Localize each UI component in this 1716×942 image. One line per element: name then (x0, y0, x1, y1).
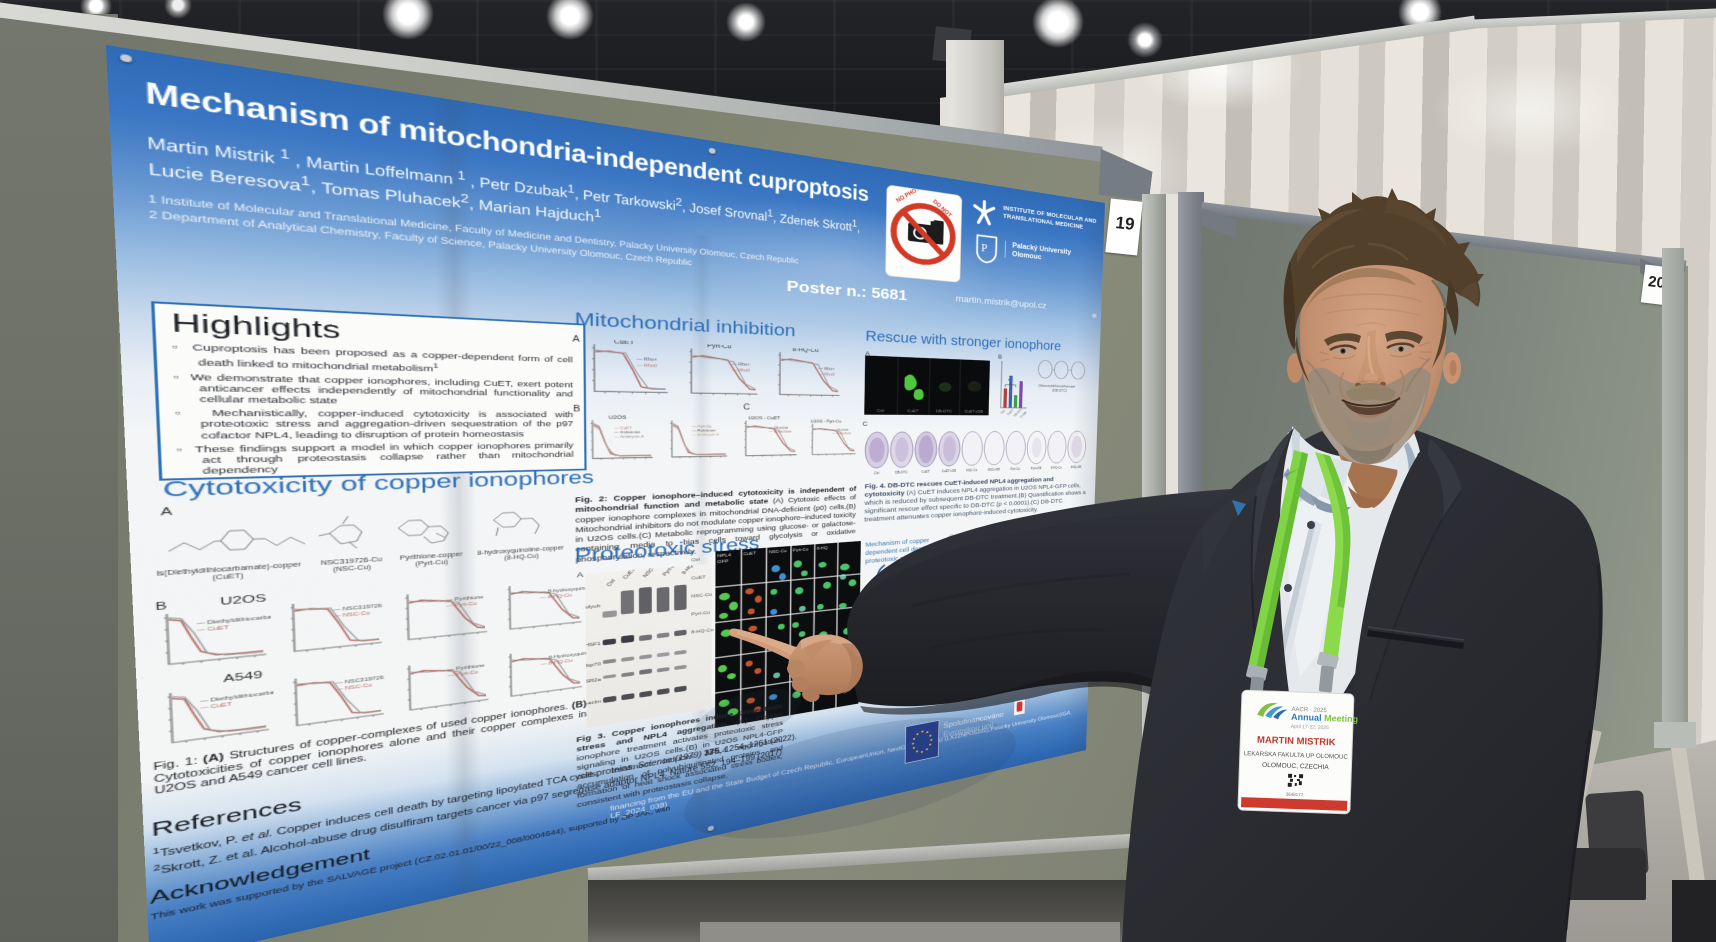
svg-text:U2OS: U2OS (609, 414, 627, 420)
svg-text:β-actin: β-actin (585, 698, 601, 706)
svg-text:— Glucose: — Glucose (832, 428, 849, 431)
svg-text:NSC319726-Cu: NSC319726-Cu (321, 556, 382, 567)
svg-text:(DB-DTC): (DB-DTC) (1052, 388, 1067, 392)
svg-text:— Rho+: — Rho+ (637, 357, 658, 363)
svg-text:*: * (1008, 379, 1010, 384)
svg-text:— Rho0: — Rho0 (818, 372, 835, 377)
svg-text:NSC+DB: NSC+DB (988, 468, 1000, 471)
svg-text:NSC-Cu: NSC-Cu (769, 549, 787, 555)
svg-text:CuET+DB: CuET+DB (942, 470, 957, 474)
svg-text:— NSC319726: — NSC319726 (336, 675, 385, 686)
svg-text:(CuET): (CuET) (212, 573, 243, 582)
svg-text:— Antimycin A: — Antimycin A (614, 435, 644, 439)
svg-text:— Galactose: — Galactose (832, 432, 851, 435)
svg-text:— NSC319726: — NSC319726 (334, 603, 383, 613)
svg-text:— 8-HQ-Cu: — 8-HQ-Cu (541, 592, 573, 600)
svg-text:(Pyrt-Cu): (Pyrt-Cu) (415, 559, 448, 568)
svg-text:CuET: CuET (921, 470, 929, 473)
svg-text:DB-DTC: DB-DTC (936, 409, 952, 414)
svg-text:— Pyrt-Cu: — Pyrt-Cu (446, 601, 477, 609)
svg-text:Pyrt-Cu: Pyrt-Cu (793, 547, 809, 552)
svg-text:CuET: CuET (744, 551, 756, 556)
svg-text:— CuET: — CuET (200, 701, 232, 711)
svg-text:Annual Meeting: Annual Meeting (1291, 712, 1358, 724)
svg-text:Polyub: Polyub (585, 603, 600, 610)
svg-text:3648177: 3648177 (1286, 792, 1304, 798)
svg-text:DB-DTC: DB-DTC (1013, 408, 1023, 418)
svg-text:(8-HQ-Cu): (8-HQ-Cu) (504, 553, 538, 561)
svg-text:Pyrt-Cu: Pyrt-Cu (1010, 468, 1020, 471)
svg-text:— Pyrt-Cu: — Pyrt-Cu (448, 669, 479, 678)
svg-text:HSF1: HSF1 (585, 641, 600, 648)
svg-text:Ctrl: Ctrl (877, 408, 884, 413)
svg-text:pSR2a: pSR2a (585, 677, 601, 685)
svg-text:LEKARSKA FAKULTA UP OLOMOUC: LEKARSKA FAKULTA UP OLOMOUC (1244, 750, 1349, 761)
svg-text:C+DB: C+DB (1020, 411, 1028, 419)
svg-text:— CuET: — CuET (614, 426, 632, 430)
svg-text:— Pyrithione: — Pyrithione (446, 594, 484, 602)
svg-text:(NSC-Cu): (NSC-Cu) (333, 564, 371, 573)
svg-text:— Rho+: — Rho+ (818, 366, 835, 371)
svg-text:Ctrl: Ctrl (605, 578, 616, 587)
svg-text:— Antimycin A: — Antimycin A (692, 433, 719, 437)
svg-text:— 8-hydroxyquinoline: — 8-hydroxyquinoline (540, 585, 586, 595)
svg-text:NPL4: NPL4 (717, 552, 731, 558)
svg-text:8HQ+DB: 8HQ+DB (1071, 466, 1082, 469)
svg-text:— Rho0: — Rho0 (637, 363, 658, 368)
svg-text:CuET: CuET (907, 409, 919, 414)
svg-text:— Pyrt-Cu: — Pyrt-Cu (692, 425, 712, 429)
svg-text:P: P (981, 242, 987, 254)
svg-text:GFP: GFP (717, 558, 728, 564)
svg-text:8-HQ: 8-HQ (817, 546, 828, 551)
svg-text:— Rho+: — Rho+ (732, 362, 751, 367)
svg-text:— NSC-Cu: — NSC-Cu (336, 682, 373, 692)
svg-text:U2OS - CuET: U2OS - CuET (748, 415, 780, 420)
svg-text:— Pyrithione: — Pyrithione (447, 663, 485, 673)
svg-text:— 8-HQ-Cu: — 8-HQ-Cu (541, 658, 573, 667)
svg-text:8-HQ-Cu: 8-HQ-Cu (1051, 466, 1062, 469)
svg-text:8-hydroxyquinoline-copper: 8-hydroxyquinoline-copper (477, 545, 564, 557)
svg-text:Hsp70: Hsp70 (585, 661, 600, 669)
svg-text:CuET+DB: CuET+DB (964, 409, 983, 414)
svg-text:MARTIN MISTRIK: MARTIN MISTRIK (1257, 735, 1336, 749)
svg-text:Pyrithione-copper: Pyrithione-copper (400, 551, 464, 561)
svg-text:NSC-Cu: NSC-Cu (966, 469, 978, 472)
svg-text:— NSC-Cu: — NSC-Cu (334, 610, 371, 619)
svg-text:8-HQ-Cu: 8-HQ-Cu (792, 347, 818, 354)
svg-text:— Galactose: — Galactose (769, 430, 792, 434)
svg-text:CuET: CuET (614, 339, 634, 346)
svg-text:AACR · 2025: AACR · 2025 (1291, 707, 1327, 714)
svg-text:— Glucose: — Glucose (769, 426, 788, 429)
svg-text:Pyrt-Cu: Pyrt-Cu (708, 343, 732, 350)
svg-text:— Rho0: — Rho0 (732, 368, 751, 373)
svg-text:DB-DTC: DB-DTC (895, 471, 908, 475)
svg-text:U2OS - Pyrt-Cu: U2OS - Pyrt-Cu (811, 419, 842, 423)
svg-text:— Rotenone: — Rotenone (692, 429, 716, 433)
svg-text:OLOMOUC, CZECHIA: OLOMOUC, CZECHIA (1262, 762, 1329, 771)
svg-text:Dibenzyldithiocarbamate: Dibenzyldithiocarbamate (1038, 384, 1075, 389)
svg-text:CuET: CuET (1007, 409, 1014, 416)
svg-text:April 17-22, 2025: April 17-22, 2025 (1291, 724, 1329, 731)
svg-text:— CuET: — CuET (197, 624, 229, 633)
svg-text:— 8-Hydroxyquinoline: — 8-Hydroxyquinoline (541, 649, 586, 661)
svg-text:Ctrl: Ctrl (1000, 409, 1006, 414)
svg-text:Pyrt+DB: Pyrt+DB (1031, 467, 1042, 470)
svg-text:— Rotenone: — Rotenone (614, 431, 640, 435)
svg-text:Ctrl: Ctrl (874, 472, 880, 475)
